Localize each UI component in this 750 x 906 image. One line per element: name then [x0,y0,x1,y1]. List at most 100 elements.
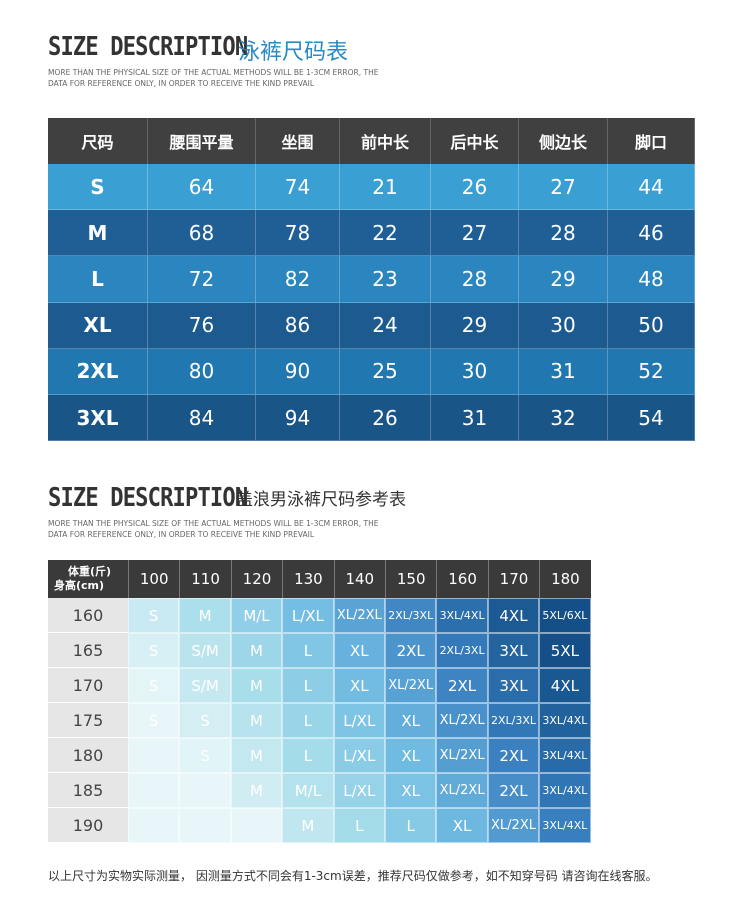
size-cell: L [333,808,385,843]
header-cell: 前中长 [340,118,431,164]
size-cell: M [48,210,148,257]
header-cell: 坐围 [256,118,340,164]
size-cell: 5XL/6XL [539,598,591,633]
size-cell: 2XL [487,738,540,773]
size-cell: XL [333,668,385,703]
size-cell: M/L [230,598,283,633]
footer-note: 以上尺寸为实物实际测量， 因测量方式不同会有1-3cm误差，推荐尺码仅做参考，如… [48,869,658,883]
size-cell: S/M [179,668,231,703]
value-cell: 32 [519,395,608,442]
value-cell: 30 [431,348,519,395]
section-title-cn: 盖浪男泳裤尺码参考表 [236,490,406,510]
value-cell: 44 [608,164,695,211]
header-cell: 后中长 [431,118,519,164]
value-cell: 86 [256,302,340,349]
value-cell: 80 [148,348,256,395]
size-cell: 3XL [487,668,540,703]
weight-header: 180 [539,560,591,598]
weight-header: 100 [128,560,180,598]
size-cell [179,773,231,808]
value-cell: 22 [340,210,431,257]
size-cell: L [385,808,437,843]
size-cell: 3XL/4XL [539,703,591,738]
value-cell: 50 [608,302,695,349]
value-cell: 64 [148,164,256,211]
section-title: SIZE DESCRIPTION [48,32,248,62]
size-cell: XL [385,738,437,773]
value-cell: 23 [340,256,431,303]
size-cell: L/XL [333,703,385,738]
value-cell: 31 [519,348,608,395]
size-cell: M [230,633,283,668]
height-cell: 180 [48,738,128,773]
note-line: MORE THAN THE PHYSICAL SIZE OF THE ACTUA… [48,519,379,528]
height-cell: 160 [48,598,128,633]
size-cell: M [230,773,283,808]
corner-label: 体重(斤) [68,565,112,578]
size-cell [179,808,231,843]
value-cell: 25 [340,348,431,395]
value-cell: 94 [256,395,340,442]
size-cell: 4XL [487,598,540,633]
size-cell: L [282,668,334,703]
size-cell: S/M [179,633,231,668]
height-cell: 190 [48,808,128,843]
size-cell [230,808,283,843]
height-cell: 165 [48,633,128,668]
note-line: DATA FOR REFERENCE ONLY, IN ORDER TO REC… [48,530,315,539]
note-line: MORE THAN THE PHYSICAL SIZE OF THE ACTUA… [48,68,379,77]
value-cell: 28 [431,256,519,303]
corner-label: 身高(cm) [54,579,105,592]
size-cell: XL/2XL [487,808,540,843]
size-cell: 2XL/3XL [487,703,540,738]
size-cell: 3XL/4XL [539,773,591,808]
size-cell: 5XL [539,633,591,668]
size-cell: S [179,738,231,773]
size-cell: XL/2XL [436,703,488,738]
size-cell: 3XL [48,395,148,442]
weight-header: 160 [436,560,488,598]
size-cell: S [128,598,180,633]
size-cell: L/XL [282,598,334,633]
height-cell: 175 [48,703,128,738]
section-title-cn: 泳裤尺码表 [238,40,349,65]
value-cell: 29 [431,302,519,349]
value-cell: 84 [148,395,256,442]
size-cell: 4XL [539,668,591,703]
corner-cell: 体重(斤) 身高(cm) [48,560,128,598]
size-cell: S [128,703,180,738]
size-cell: XL [333,633,385,668]
size-cell: XL/2XL [385,668,437,703]
size-cell [128,773,180,808]
value-cell: 90 [256,348,340,395]
size-cell: M [230,668,283,703]
size-cell: S [128,668,180,703]
size-cell: 2XL [487,773,540,808]
header-cell: 腰围平量 [148,118,256,164]
value-cell: 26 [431,164,519,211]
size-cell: 3XL/4XL [539,738,591,773]
header-cell: 脚口 [608,118,695,164]
value-cell: 74 [256,164,340,211]
size-cell: M [230,738,283,773]
weight-header: 130 [282,560,334,598]
size-cell: 3XL/4XL [539,808,591,843]
note-line: DATA FOR REFERENCE ONLY, IN ORDER TO REC… [48,79,315,88]
size-cell: 2XL [385,633,437,668]
size-cell: 2XL [48,348,148,395]
size-cell: XL/2XL [436,738,488,773]
size-cell [128,808,180,843]
value-cell: 26 [340,395,431,442]
weight-header: 140 [333,560,385,598]
value-cell: 82 [256,256,340,303]
size-cell: XL [385,773,437,808]
size-cell: L [282,738,334,773]
value-cell: 24 [340,302,431,349]
size-cell: S [179,703,231,738]
size-cell: S [128,633,180,668]
size-cell: XL [436,808,488,843]
size-cell: XL/2XL [333,598,385,633]
value-cell: 48 [608,256,695,303]
weight-header: 120 [230,560,283,598]
